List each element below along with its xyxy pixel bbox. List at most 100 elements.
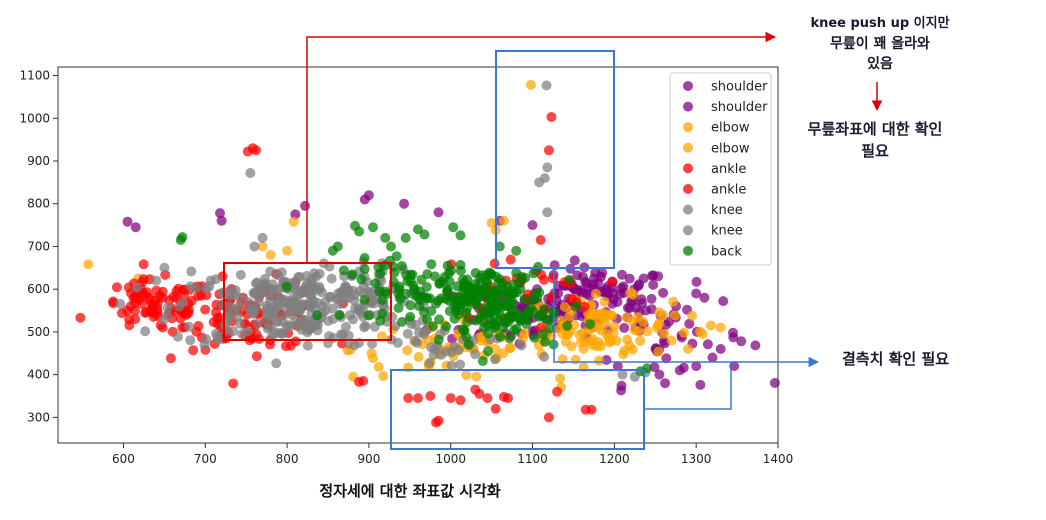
data-point-shoulder — [617, 269, 627, 280]
data-point-back — [397, 316, 407, 327]
data-point-knee — [212, 331, 223, 342]
data-point-knee — [235, 269, 246, 280]
y-tick-label: 1000 — [19, 111, 50, 125]
data-point-knee — [324, 331, 335, 342]
data-point-elbow — [658, 309, 669, 320]
data-point-back — [347, 269, 358, 280]
data-point-back — [505, 313, 516, 324]
data-point-knee — [151, 275, 162, 286]
data-point-knee — [363, 287, 374, 297]
data-point-knee — [542, 162, 553, 173]
data-point-ankle — [535, 235, 546, 245]
data-point-ankle — [546, 112, 557, 122]
data-point-back — [519, 294, 530, 305]
data-point-ankle — [157, 292, 168, 303]
data-point-ankle — [505, 254, 516, 265]
missing-value-note: 결측치 확인 필요 — [842, 350, 950, 368]
data-point-back — [504, 333, 515, 344]
data-point-knee — [191, 282, 202, 293]
legend-marker — [683, 245, 693, 256]
data-point-knee — [235, 292, 246, 303]
data-point-shoulder — [699, 292, 710, 303]
data-point-elbow — [373, 361, 384, 372]
data-points — [75, 79, 780, 428]
data-point-back — [461, 303, 472, 314]
data-point-knee — [140, 326, 151, 337]
data-point-back — [393, 288, 404, 299]
data-point-shoulder — [640, 305, 651, 316]
data-point-shoulder — [715, 344, 726, 354]
data-point-knee — [217, 287, 228, 298]
data-point-elbow — [618, 349, 629, 360]
data-point-ankle — [251, 351, 262, 362]
data-point-knee — [279, 294, 290, 305]
data-point-shoulder — [691, 288, 702, 299]
data-point-ankle — [208, 317, 219, 328]
data-point-back — [483, 346, 493, 357]
data-point-ankle — [455, 395, 466, 406]
data-point-knee — [199, 339, 210, 350]
data-point-knee — [367, 338, 378, 349]
data-point-elbow — [659, 328, 670, 339]
knee-confirm-line2: 필요 — [861, 142, 889, 160]
data-point-elbow — [525, 79, 536, 90]
data-point-knee — [159, 262, 170, 273]
data-point-back — [528, 268, 539, 279]
data-point-knee — [301, 319, 311, 330]
data-point-elbow — [678, 327, 689, 338]
data-point-elbow — [604, 337, 615, 348]
y-tick-label: 500 — [27, 325, 50, 339]
data-point-knee — [233, 302, 244, 312]
data-point-shoulder — [695, 379, 706, 390]
knee-note-line1: knee push up 이지만 — [810, 16, 950, 31]
data-point-ankle — [543, 412, 554, 423]
data-point-shoulder — [728, 327, 738, 338]
data-point-elbow — [559, 302, 570, 312]
data-point-shoulder — [216, 215, 227, 226]
data-point-back — [422, 269, 433, 280]
data-point-ankle — [543, 145, 554, 156]
data-point-elbow — [519, 328, 530, 339]
data-point-ankle — [138, 274, 149, 285]
data-point-ankle — [489, 258, 500, 269]
data-point-back — [475, 272, 485, 283]
data-point-ankle — [413, 393, 423, 404]
data-point-elbow — [377, 331, 387, 342]
legend-marker — [683, 163, 693, 174]
data-point-knee — [337, 329, 348, 340]
annotation-overlays — [223, 31, 883, 450]
data-point-back — [443, 268, 454, 279]
data-point-elbow — [652, 320, 663, 331]
legend-label: elbow — [711, 121, 750, 136]
data-point-knee — [265, 266, 276, 277]
data-point-knee — [162, 302, 173, 313]
data-point-back — [410, 290, 421, 301]
data-point-knee — [369, 298, 380, 309]
data-point-elbow — [490, 344, 501, 355]
data-point-back — [394, 281, 405, 292]
data-point-knee — [178, 297, 188, 308]
legend-label: knee — [711, 224, 743, 239]
data-point-back — [419, 229, 430, 240]
data-point-ankle — [173, 283, 184, 294]
data-point-back — [479, 322, 490, 333]
data-point-back — [405, 311, 416, 322]
data-point-ankle — [122, 305, 133, 316]
data-point-ankle — [607, 276, 617, 287]
data-point-back — [511, 245, 522, 256]
legend-marker — [683, 142, 693, 153]
data-point-knee — [172, 331, 183, 342]
data-point-shoulder — [399, 198, 410, 209]
data-point-knee — [291, 306, 302, 316]
data-point-knee — [539, 173, 550, 184]
data-point-knee — [249, 241, 260, 252]
data-point-back — [334, 310, 345, 320]
data-point-back — [354, 226, 365, 237]
data-point-ankle — [193, 291, 203, 301]
data-point-ankle — [482, 393, 493, 404]
data-point-knee — [327, 303, 338, 314]
data-point-elbow — [666, 335, 677, 346]
data-point-elbow — [635, 335, 646, 346]
data-point-ankle — [547, 273, 558, 284]
data-point-shoulder — [660, 378, 671, 389]
